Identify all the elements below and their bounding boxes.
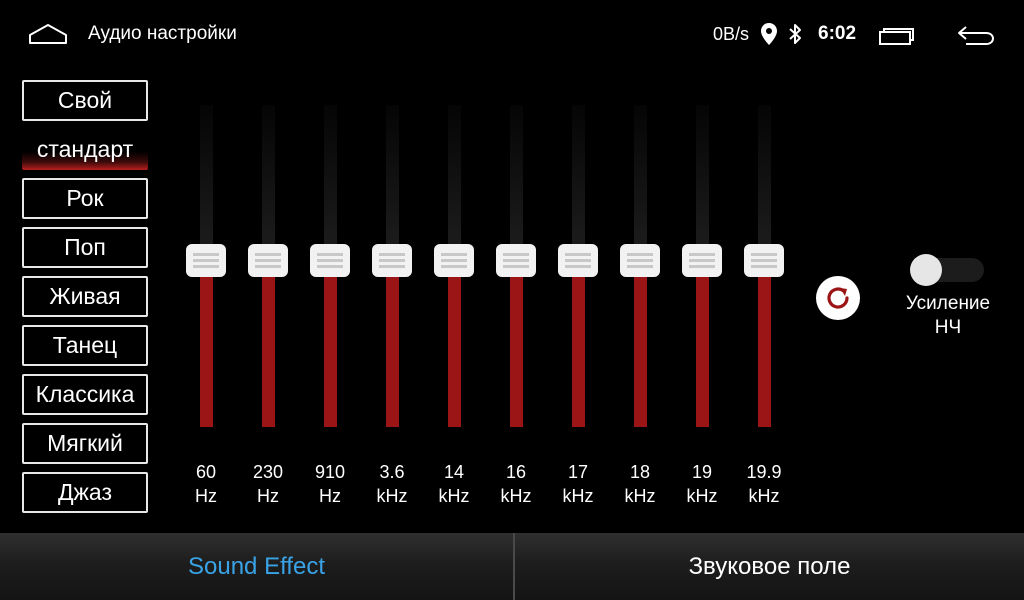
preset-dance-button[interactable]: Танец — [22, 325, 148, 366]
eq-slider-thumb-18khz[interactable] — [620, 244, 660, 277]
eq-slider-thumb-17khz[interactable] — [558, 244, 598, 277]
eq-level-fill — [572, 266, 585, 427]
eq-slider-thumb-16khz[interactable] — [496, 244, 536, 277]
eq-track-910hz[interactable] — [324, 105, 337, 427]
bottom-tab-bar: Sound Effect Звуковое поле — [0, 533, 1024, 600]
eq-level-fill — [634, 266, 647, 427]
preset-label: Живая — [49, 283, 121, 309]
eq-freq-label: 18 kHz — [624, 462, 656, 506]
eq-slider-thumb-230hz[interactable] — [248, 244, 288, 277]
eq-level-fill — [386, 266, 399, 427]
eq-level-fill — [324, 266, 337, 427]
eq-level-fill — [758, 266, 771, 427]
bass-boost-toggle[interactable] — [910, 254, 984, 286]
eq-freq-label: 19 kHz — [686, 462, 718, 506]
eq-slider-thumb-3-6khz[interactable] — [372, 244, 412, 277]
tab-sound-effect[interactable]: Sound Effect — [188, 552, 325, 580]
clock: 6:02 — [818, 23, 857, 44]
preset-classic-button[interactable]: Классика — [22, 374, 148, 415]
bass-boost-label: Усиление НЧ — [905, 293, 991, 338]
preset-standard-button[interactable]: стандарт — [22, 129, 148, 170]
eq-slider-thumb-60hz[interactable] — [186, 244, 226, 277]
tab-sound-field[interactable]: Звуковое поле — [688, 552, 851, 580]
eq-freq-label: 17 kHz — [562, 462, 594, 506]
preset-live-button[interactable]: Живая — [22, 276, 148, 317]
tab-divider — [513, 533, 515, 600]
back-arrow-icon[interactable] — [956, 22, 996, 48]
location-icon — [761, 23, 777, 45]
eq-slider-thumb-19-9khz[interactable] — [744, 244, 784, 277]
eq-level-fill — [448, 266, 461, 427]
reset-icon — [827, 287, 849, 309]
eq-level-fill — [262, 266, 275, 427]
network-speed: 0B/s — [713, 24, 750, 44]
eq-slider-thumb-14khz[interactable] — [434, 244, 474, 277]
eq-freq-label: 910 Hz — [314, 462, 346, 506]
preset-soft-button[interactable]: Мягкий — [22, 423, 148, 464]
recent-apps-icon[interactable] — [878, 24, 916, 46]
eq-freq-label: 230 Hz — [252, 462, 284, 506]
preset-label: Мягкий — [47, 430, 123, 456]
preset-custom-button[interactable]: Свой — [22, 80, 148, 121]
eq-level-fill — [696, 266, 709, 427]
preset-label: Свой — [57, 87, 113, 113]
preset-label: стандарт — [36, 136, 134, 162]
page-title: Аудио настройки — [88, 23, 237, 44]
eq-freq-label: 3.6 kHz — [376, 462, 408, 506]
preset-label: Танец — [52, 332, 118, 358]
eq-level-fill — [510, 266, 523, 427]
eq-freq-label: 60 Hz — [195, 462, 217, 506]
eq-freq-label: 14 kHz — [438, 462, 470, 506]
preset-label: Рок — [66, 185, 104, 211]
eq-freq-label: 16 kHz — [500, 462, 532, 506]
preset-jazz-button[interactable]: Джаз — [22, 472, 148, 513]
preset-label: Классика — [35, 381, 135, 407]
preset-rock-button[interactable]: Рок — [22, 178, 148, 219]
toggle-knob — [910, 254, 942, 286]
eq-freq-label: 19.9 kHz — [746, 462, 782, 506]
home-icon[interactable] — [28, 23, 68, 45]
preset-pop-button[interactable]: Поп — [22, 227, 148, 268]
eq-slider-thumb-19khz[interactable] — [682, 244, 722, 277]
status-bar: Аудио настройки 0B/s 6:02 — [0, 0, 1024, 70]
eq-level-fill — [200, 266, 213, 427]
eq-slider-thumb-910hz[interactable] — [310, 244, 350, 277]
eq-track-19khz[interactable] — [696, 105, 709, 427]
reset-button[interactable] — [816, 276, 860, 320]
bluetooth-icon — [789, 24, 801, 44]
preset-label: Поп — [64, 234, 106, 260]
preset-label: Джаз — [57, 479, 113, 505]
